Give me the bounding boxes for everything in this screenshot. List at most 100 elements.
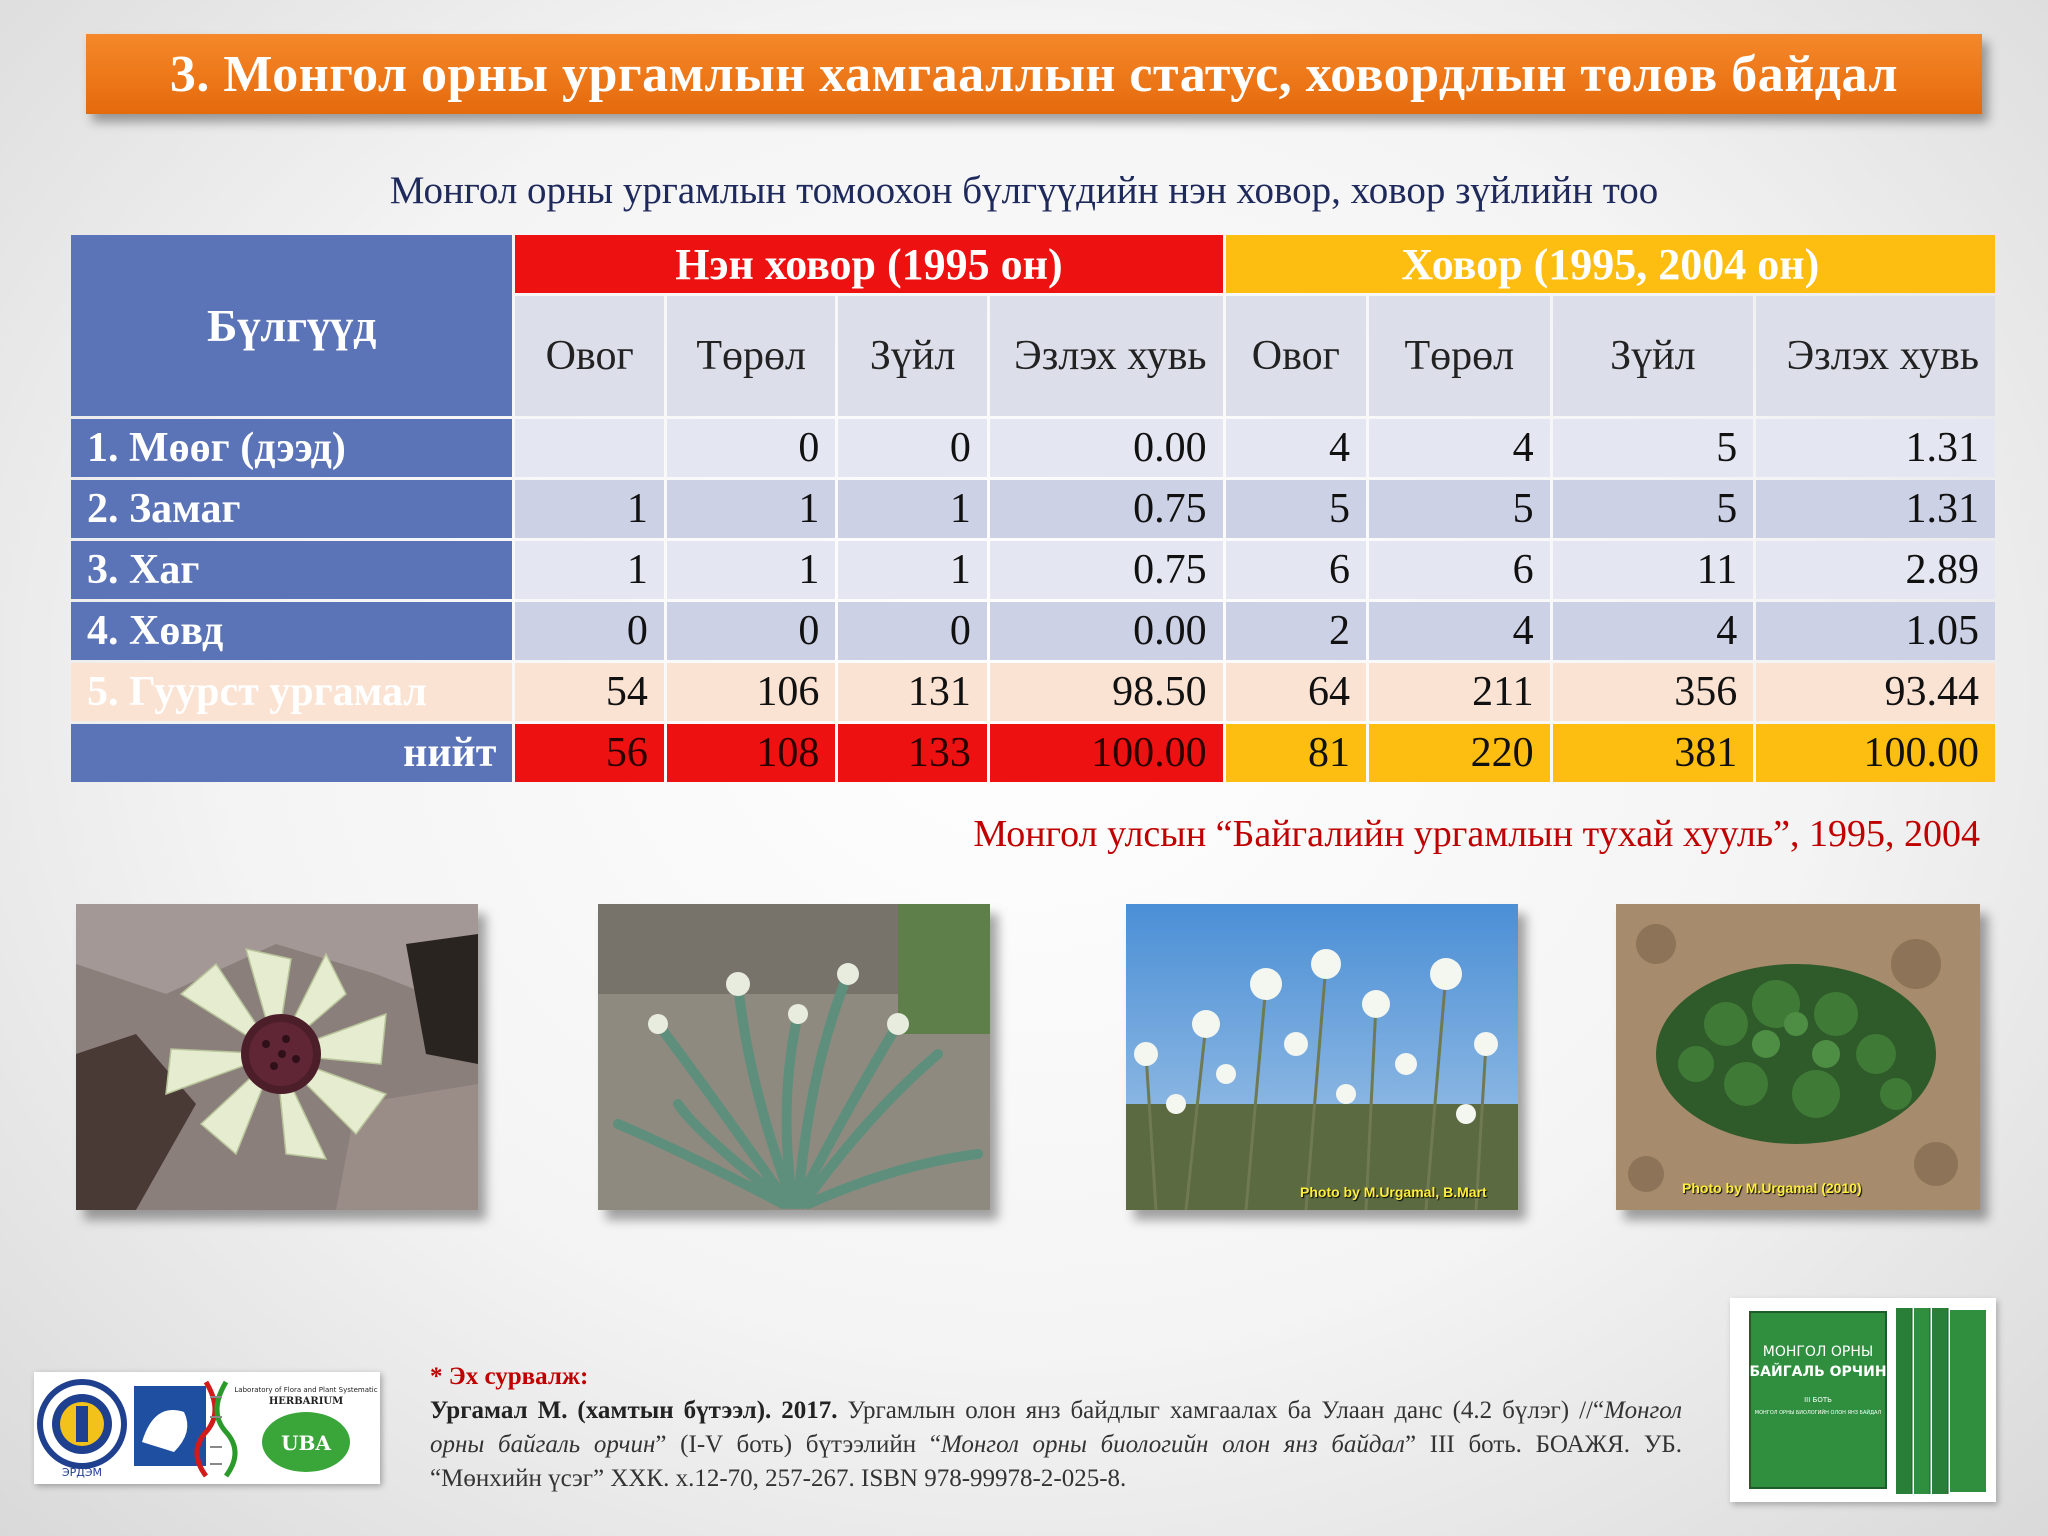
table-cell: 131: [838, 663, 987, 721]
table-row: 3. Хаг 1 1 1 0.75 6 6 11 2.89: [71, 541, 1995, 599]
table-cell: 1: [515, 541, 664, 599]
row-label: 5. Гуурст ургамал: [71, 663, 513, 721]
total-cell: 56: [515, 724, 664, 782]
photo-caption-3: Photo by M.Urgamal, B.Mart: [1300, 1184, 1487, 1200]
sub-header-species: Зүйл: [838, 296, 987, 416]
shrub-plant-image: [1616, 904, 1980, 1210]
total-cell: 100.00: [989, 724, 1223, 782]
table-cell: 1: [515, 480, 664, 538]
table-cell: 4: [1369, 602, 1550, 660]
table-cell: 64: [1225, 663, 1367, 721]
uba-text: UBA: [281, 1431, 331, 1455]
logos-image: ЭРДЭМ Laboratory of Flora and Plant Syst…: [37, 1379, 378, 1479]
saussurea-flower-image: [76, 904, 478, 1210]
table-cell: 11: [1552, 541, 1754, 599]
table-cell: 0: [838, 602, 987, 660]
table-cell: 0: [838, 419, 987, 477]
reference-italic: Монгол орны байгаль орчин: [430, 1397, 1682, 1458]
table-cell: 1: [838, 541, 987, 599]
total-cell: 220: [1369, 724, 1550, 782]
book-title-2: БАЙГАЛЬ ОРЧИН: [1749, 1363, 1886, 1380]
photo-caption-4: Photo by M.Urgamal (2010): [1682, 1180, 1862, 1196]
table-cell: 1: [666, 480, 836, 538]
table-cell: [515, 419, 664, 477]
reference-note: * Эх сурвалж: Ургамал М. (хамтын бүтээл)…: [430, 1360, 1682, 1496]
herbarium-small-text: Laboratory of Flora and Plant Systematic: [234, 1386, 377, 1394]
table-cell: 1.05: [1756, 602, 1995, 660]
reference-part: Ургамлын олон янз байдлыг хамгаалах ба У…: [837, 1397, 1605, 1424]
table-cell: 1.31: [1756, 419, 1995, 477]
reference-part: ” III боть. БОАЖЯ. УБ. “Мөнхийн үсэг” ХХ…: [430, 1431, 1683, 1492]
table-cell: 5: [1552, 419, 1754, 477]
very-rare-header: Нэн ховор (1995 он): [515, 235, 1223, 293]
row-label: 1. Мөөг (дээд): [71, 419, 513, 477]
table-cell: 356: [1552, 663, 1754, 721]
sub-header-family: Овог: [515, 296, 664, 416]
flower-photo-4: Photo by M.Urgamal (2010): [1616, 904, 1980, 1210]
institution-logos: ЭРДЭМ Laboratory of Flora and Plant Syst…: [34, 1372, 380, 1484]
table-cell: 93.44: [1756, 663, 1995, 721]
group-header: Бүлгүүд: [71, 235, 513, 416]
total-row: нийт 56 108 133 100.00 81 220 381 100.00: [71, 724, 1995, 782]
table-row: 5. Гуурст ургамал 54 106 131 98.50 64 21…: [71, 663, 1995, 721]
table-cell: 4: [1225, 419, 1367, 477]
table-cell: 0.75: [989, 541, 1223, 599]
table-caption: Монгол орны ургамлын томоохон бүлгүүдийн…: [389, 169, 1659, 212]
reference-authors: Ургамал М. (хамтын бүтээл). 2017.: [430, 1397, 838, 1424]
table-cell: 98.50: [989, 663, 1223, 721]
flower-photo-1: [76, 904, 478, 1210]
reference-label: * Эх сурвалж:: [430, 1363, 589, 1390]
sub-header-species: Зүйл: [1552, 296, 1754, 416]
table-cell: 0: [666, 419, 836, 477]
table-cell: 4: [1552, 602, 1754, 660]
table-cell: 5: [1225, 480, 1367, 538]
total-label: нийт: [71, 724, 513, 782]
rare-species-table: Бүлгүүд Нэн ховор (1995 он) Ховор (1995,…: [68, 232, 1998, 785]
sub-header-genus: Төрөл: [1369, 296, 1550, 416]
reference-part: ” (I-V боть) бүтээлийн “: [655, 1431, 941, 1458]
total-cell: 100.00: [1756, 724, 1995, 782]
table-cell: 0.00: [989, 419, 1223, 477]
book-title-1: МОНГОЛ ОРНЫ: [1763, 1344, 1874, 1360]
reference-text: Ургамал М. (хамтын бүтээл). 2017. Ургамл…: [430, 1394, 1682, 1496]
table-cell: 1: [838, 480, 987, 538]
rare-header: Ховор (1995, 2004 он): [1225, 235, 1995, 293]
flower-photo-2: [598, 904, 990, 1210]
total-cell: 108: [666, 724, 836, 782]
table-cell: 5: [1369, 480, 1550, 538]
table-cell: 6: [1369, 541, 1550, 599]
table-cell: 211: [1369, 663, 1550, 721]
table-cell: 2: [1225, 602, 1367, 660]
herbarium-text: HERBARIUM: [269, 1396, 343, 1407]
table-row: 1. Мөөг (дээд) 0 0 0.00 4 4 5 1.31: [71, 419, 1995, 477]
reference-italic: Монгол орны биологийн олон янз байдал: [940, 1431, 1405, 1458]
row-label: 3. Хаг: [71, 541, 513, 599]
book-volume: III БОТЬ: [1804, 1396, 1832, 1404]
table-row: 4. Хөвд 0 0 0 0.00 2 4 4 1.05: [71, 602, 1995, 660]
book-subtitle: МОНГОЛ ОРНЫ БИОЛОГИЙН ОЛОН ЯНЗ БАЙДАЛ: [1755, 1409, 1882, 1416]
table-cell: 106: [666, 663, 836, 721]
umbellifer-plant-image: [1126, 904, 1518, 1210]
table-cell: 2.89: [1756, 541, 1995, 599]
sub-header-percent: Эзлэх хувь: [1756, 296, 1995, 416]
sub-header-genus: Төрөл: [666, 296, 836, 416]
total-cell: 133: [838, 724, 987, 782]
table-cell: 1.31: [1756, 480, 1995, 538]
table-cell: 5: [1552, 480, 1754, 538]
table-cell: 0: [666, 602, 836, 660]
total-cell: 81: [1225, 724, 1367, 782]
table-cell: 0.00: [989, 602, 1223, 660]
book-cover-photo: МОНГОЛ ОРНЫ БАЙГАЛЬ ОРЧИН III БОТЬ МОНГО…: [1730, 1298, 1996, 1502]
table-cell: 6: [1225, 541, 1367, 599]
table-cell: 0: [515, 602, 664, 660]
row-label: 4. Хөвд: [71, 602, 513, 660]
table-cell: 0.75: [989, 480, 1223, 538]
table-cell: 4: [1369, 419, 1550, 477]
book-image: МОНГОЛ ОРНЫ БАЙГАЛЬ ОРЧИН III БОТЬ МОНГО…: [1730, 1298, 1996, 1502]
allium-plant-image: [598, 904, 990, 1210]
sub-header-percent: Эзлэх хувь: [989, 296, 1223, 416]
table-cell: 1: [666, 541, 836, 599]
source-line: Монгол улсын “Байгалийн ургамлын тухай х…: [973, 813, 1980, 855]
sub-header-family: Овог: [1225, 296, 1367, 416]
total-cell: 381: [1552, 724, 1754, 782]
